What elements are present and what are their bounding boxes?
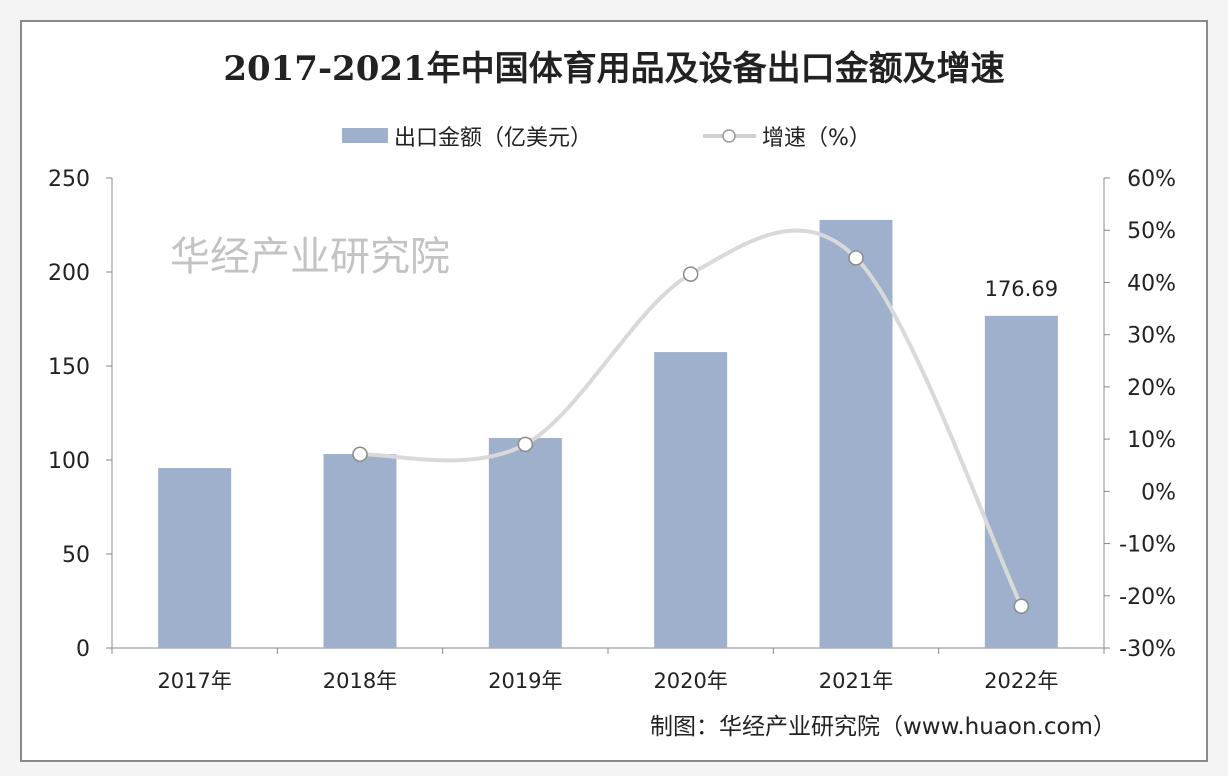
legend-bar-swatch xyxy=(342,128,388,143)
x-tick-label: 2021年 xyxy=(819,669,893,693)
right-tick-label: 0% xyxy=(1141,480,1176,505)
x-tick-label: 2019年 xyxy=(488,669,562,693)
bar xyxy=(323,453,397,648)
right-tick-label: 40% xyxy=(1127,271,1176,296)
growth-point xyxy=(682,266,699,282)
source-note: 制图：华经产业研究院（www.huaon.com） xyxy=(650,714,1116,740)
right-tick-label: 60% xyxy=(1127,167,1176,192)
bar xyxy=(654,352,728,648)
data-label: 176.69 xyxy=(985,277,1058,301)
right-tick-label: 30% xyxy=(1127,324,1176,349)
x-tick-label: 2017年 xyxy=(157,669,231,693)
left-tick-label: 150 xyxy=(48,355,90,380)
left-tick-label: 0 xyxy=(76,637,90,662)
growth-point xyxy=(517,436,534,453)
right-tick-label: 20% xyxy=(1127,376,1176,401)
right-tick-label: 50% xyxy=(1127,219,1176,244)
growth-point xyxy=(1013,598,1030,614)
legend-line-label: 增速（%） xyxy=(762,126,871,151)
left-tick-label: 100 xyxy=(48,449,90,474)
left-tick-label: 50 xyxy=(62,543,90,568)
legend-line-marker xyxy=(722,129,736,143)
x-tick-label: 2022年 xyxy=(984,669,1058,693)
bar xyxy=(158,468,232,648)
growth-line xyxy=(359,228,1024,608)
bar xyxy=(819,219,893,648)
x-tick-label: 2020年 xyxy=(653,669,727,693)
x-tick-label: 2018年 xyxy=(323,669,397,693)
right-tick-label: -30% xyxy=(1119,637,1176,662)
bar xyxy=(488,438,562,648)
bar xyxy=(984,315,1058,648)
left-tick-label: 200 xyxy=(48,261,90,286)
legend-bar-label: 出口金额（亿美元） xyxy=(394,126,592,151)
left-tick-label: 250 xyxy=(48,167,90,192)
growth-point xyxy=(848,250,864,266)
chart-title: 2017-2021年中国体育用品及设备出口金额及增速 xyxy=(223,49,1004,89)
right-tick-label: -20% xyxy=(1119,585,1176,610)
growth-point xyxy=(352,446,368,463)
legend: 出口金额（亿美元） 增速（%） xyxy=(342,126,871,151)
right-tick-label: -10% xyxy=(1119,533,1176,558)
watermark: 华经产业研究院 xyxy=(170,234,450,280)
right-tick-label: 10% xyxy=(1127,428,1176,453)
